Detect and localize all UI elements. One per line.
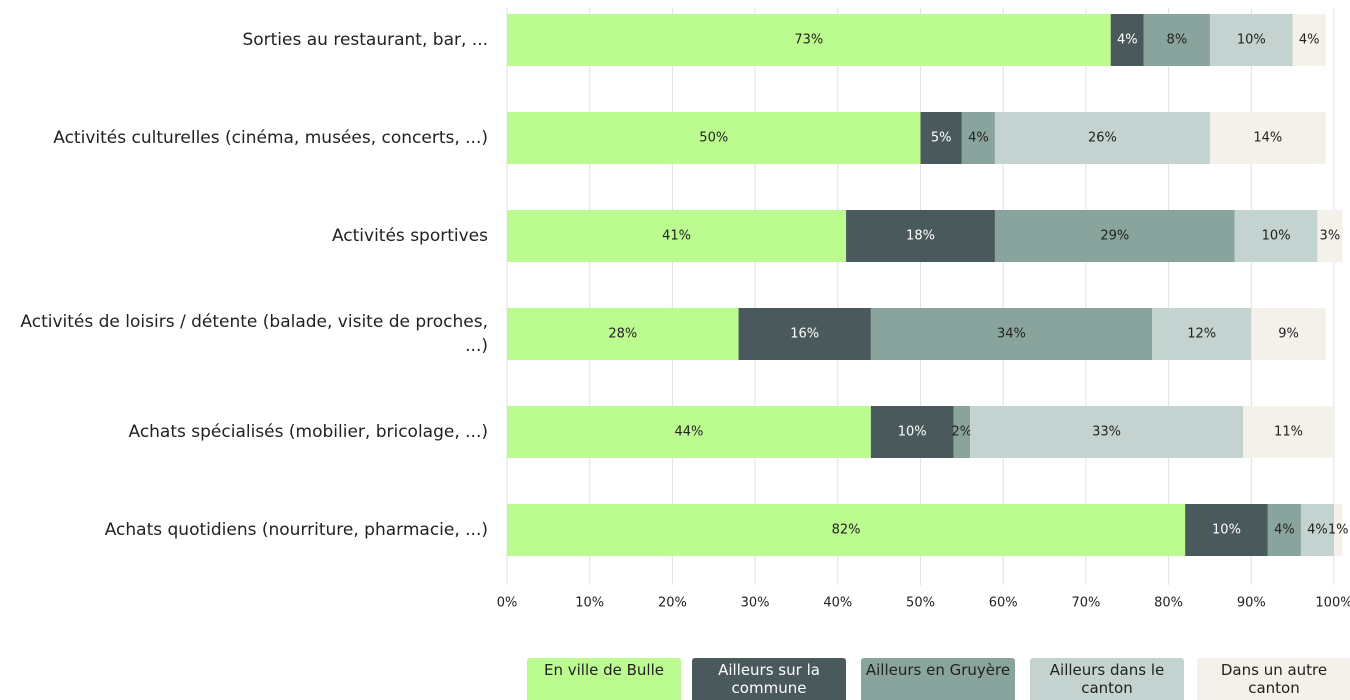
bar-segment <box>1234 210 1318 262</box>
x-tick-label: 70% <box>1071 596 1100 611</box>
data-label: 4% <box>1274 523 1295 538</box>
data-label: 18% <box>906 229 935 244</box>
x-tick-label: 90% <box>1237 596 1266 611</box>
data-label: 50% <box>699 131 728 146</box>
data-label: 2% <box>952 425 973 440</box>
data-label: 4% <box>1117 33 1138 48</box>
bar-segment <box>1300 504 1334 556</box>
bar-segment <box>1317 210 1343 262</box>
bar-segment <box>870 406 954 458</box>
data-label: 26% <box>1088 131 1117 146</box>
data-label: 16% <box>790 327 819 342</box>
data-label: 8% <box>1167 33 1188 48</box>
data-label: 44% <box>674 425 703 440</box>
data-label: 12% <box>1187 327 1216 342</box>
x-tick-label: 50% <box>906 596 935 611</box>
data-label: 10% <box>1237 33 1266 48</box>
data-label: 10% <box>898 425 927 440</box>
data-label: 9% <box>1278 327 1299 342</box>
x-tick-label: 30% <box>741 596 770 611</box>
bar-segment <box>953 406 971 458</box>
bar-segment <box>961 112 995 164</box>
bar-segment <box>1292 14 1326 66</box>
bar-segment <box>1152 308 1252 360</box>
data-label: 29% <box>1100 229 1129 244</box>
category-label: Achats quotidiens (nourriture, pharmacie… <box>104 520 488 540</box>
bar-segment <box>920 112 962 164</box>
bar-segment <box>1185 504 1268 556</box>
bar-segment <box>507 14 1111 66</box>
legend-item: Dans un autre canton <box>1197 658 1350 700</box>
bar-segment <box>1243 406 1334 458</box>
bar-segment <box>507 504 1186 556</box>
data-label: 73% <box>794 33 823 48</box>
x-tick-label: 20% <box>658 596 687 611</box>
bar-segment <box>1251 308 1326 360</box>
x-tick-label: 40% <box>823 596 852 611</box>
legend-item: Ailleurs sur la commune <box>692 658 846 700</box>
bar-segment <box>1267 504 1301 556</box>
bar-segment <box>970 406 1244 458</box>
data-label: 11% <box>1274 425 1303 440</box>
x-tick-label: 60% <box>989 596 1018 611</box>
x-tick-label: 80% <box>1154 596 1183 611</box>
category-label: Sorties au restaurant, bar, ... <box>242 30 488 50</box>
x-tick-label: 0% <box>497 596 518 611</box>
data-label: 82% <box>832 523 861 538</box>
data-label: 5% <box>931 131 952 146</box>
data-label: 28% <box>608 327 637 342</box>
data-label: 10% <box>1262 229 1291 244</box>
bar-segment <box>1143 14 1210 66</box>
legend-item: En ville de Bulle <box>527 658 681 700</box>
data-label: 4% <box>968 131 989 146</box>
bar-segment <box>846 210 995 262</box>
x-tick-label: 100% <box>1315 596 1350 611</box>
bar-segment <box>507 112 921 164</box>
bar-segment <box>870 308 1153 360</box>
category-label: Activités sportives <box>331 226 488 246</box>
data-label: 4% <box>1307 523 1328 538</box>
category-label: Achats spécialisés (mobilier, bricolage,… <box>128 422 488 442</box>
bar-segment <box>1110 14 1144 66</box>
bar-segment <box>994 210 1235 262</box>
category-label: Activités de loisirs / détente (balade, … <box>20 312 488 356</box>
bar-segment <box>738 308 871 360</box>
bar-segment <box>1209 112 1326 164</box>
bar-segment <box>507 308 739 360</box>
data-label: 3% <box>1320 229 1341 244</box>
data-label: 10% <box>1212 523 1241 538</box>
data-label: 14% <box>1253 131 1282 146</box>
x-tick-label: 10% <box>575 596 604 611</box>
bar-segment <box>507 210 847 262</box>
legend-item: Ailleurs dans le canton <box>1030 658 1184 700</box>
bar-segment <box>994 112 1210 164</box>
category-label: Activités culturelles (cinéma, musées, c… <box>53 128 488 148</box>
data-label: 33% <box>1092 425 1121 440</box>
bar-segment <box>1334 504 1343 556</box>
legend-item: Ailleurs en Gruyère <box>861 658 1015 700</box>
bar-segment <box>1209 14 1293 66</box>
bar-segment <box>507 406 871 458</box>
data-label: 4% <box>1299 33 1320 48</box>
data-label: 1% <box>1328 523 1349 538</box>
data-label: 34% <box>997 327 1026 342</box>
data-label: 41% <box>662 229 691 244</box>
